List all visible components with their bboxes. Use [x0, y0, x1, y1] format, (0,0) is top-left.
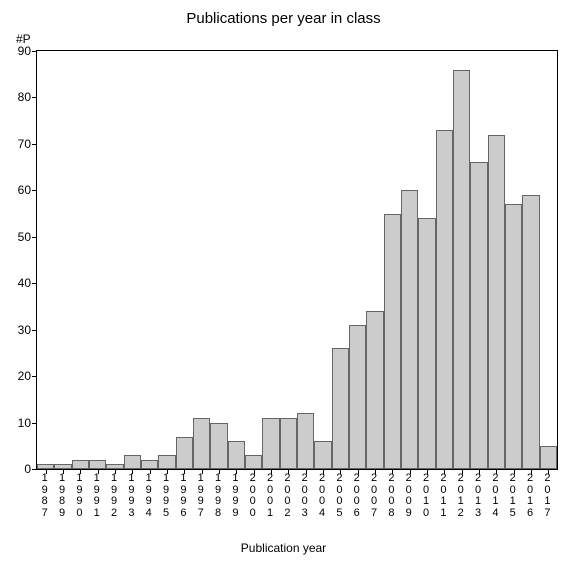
x-tick-label: 2005 [336, 473, 344, 519]
y-tick-label: 50 [18, 230, 31, 244]
x-axis-title: Publication year [0, 541, 567, 555]
y-tick-label: 70 [18, 137, 31, 151]
bar [332, 348, 349, 469]
x-tick-label: 1992 [111, 473, 119, 519]
x-tick-label: 1998 [215, 473, 223, 519]
x-tick-label: 2014 [492, 473, 500, 519]
y-tick [32, 330, 37, 331]
x-tick-label: 2004 [319, 473, 327, 519]
x-tick-label: 2010 [423, 473, 431, 519]
bar [505, 204, 522, 469]
y-tick [32, 51, 37, 52]
y-tick [32, 283, 37, 284]
x-tick-label: 2003 [302, 473, 310, 519]
bar [124, 455, 141, 469]
x-tick-label: 2007 [371, 473, 379, 519]
x-tick-label: 1993 [128, 473, 136, 519]
y-tick [32, 423, 37, 424]
bar [228, 441, 245, 469]
bar [540, 446, 557, 469]
bar [418, 218, 435, 469]
y-tick-label: 30 [18, 323, 31, 337]
x-tick-label: 2008 [388, 473, 396, 519]
bar [470, 162, 487, 469]
bar [193, 418, 210, 469]
bar [245, 455, 262, 469]
bar [453, 70, 470, 469]
y-tick [32, 190, 37, 191]
x-tick-label: 2015 [510, 473, 518, 519]
x-tick-label: 1996 [180, 473, 188, 519]
x-tick-label: 1990 [76, 473, 84, 519]
x-tick-label: 2001 [267, 473, 275, 519]
x-tick-label: 1987 [42, 473, 50, 519]
chart-container: Publications per year in class #P 010203… [0, 0, 567, 567]
bar [349, 325, 366, 469]
bar [141, 460, 158, 469]
x-tick-label: 1997 [198, 473, 206, 519]
y-tick [32, 237, 37, 238]
bar [366, 311, 383, 469]
y-tick [32, 97, 37, 98]
bar [89, 460, 106, 469]
x-tick-label: 2012 [458, 473, 466, 519]
x-tick-label: 2017 [544, 473, 552, 519]
bar [262, 418, 279, 469]
bar [314, 441, 331, 469]
x-tick-label: 1995 [163, 473, 171, 519]
x-tick-label: 2006 [354, 473, 362, 519]
x-tick-label: 1991 [94, 473, 102, 519]
x-tick-label: 2013 [475, 473, 483, 519]
y-tick-label: 80 [18, 90, 31, 104]
chart-title: Publications per year in class [0, 10, 567, 27]
bar [72, 460, 89, 469]
bar [384, 214, 401, 469]
x-tick-label: 2002 [284, 473, 292, 519]
x-tick-label: 2011 [440, 473, 448, 519]
y-tick-label: 10 [18, 416, 31, 430]
x-tick-label: 2009 [406, 473, 414, 519]
x-tick-label: 1999 [232, 473, 240, 519]
bar [488, 135, 505, 469]
plot-area: 0102030405060708090198719891990199119921… [36, 50, 558, 470]
bar [401, 190, 418, 469]
y-tick-label: 60 [18, 183, 31, 197]
bar [436, 130, 453, 469]
y-tick-label: 20 [18, 369, 31, 383]
x-tick-label: 1989 [59, 473, 67, 519]
bar [158, 455, 175, 469]
bar [297, 413, 314, 469]
y-tick [32, 144, 37, 145]
y-tick-label: 90 [18, 44, 31, 58]
y-tick-label: 40 [18, 276, 31, 290]
x-tick-label: 1994 [146, 473, 154, 519]
bar [210, 423, 227, 469]
y-tick-label: 0 [24, 462, 31, 476]
bar [522, 195, 539, 469]
bar [176, 437, 193, 470]
y-tick [32, 469, 37, 470]
bar [280, 418, 297, 469]
x-tick-label: 2000 [250, 473, 258, 519]
y-tick [32, 376, 37, 377]
x-tick-label: 2016 [527, 473, 535, 519]
